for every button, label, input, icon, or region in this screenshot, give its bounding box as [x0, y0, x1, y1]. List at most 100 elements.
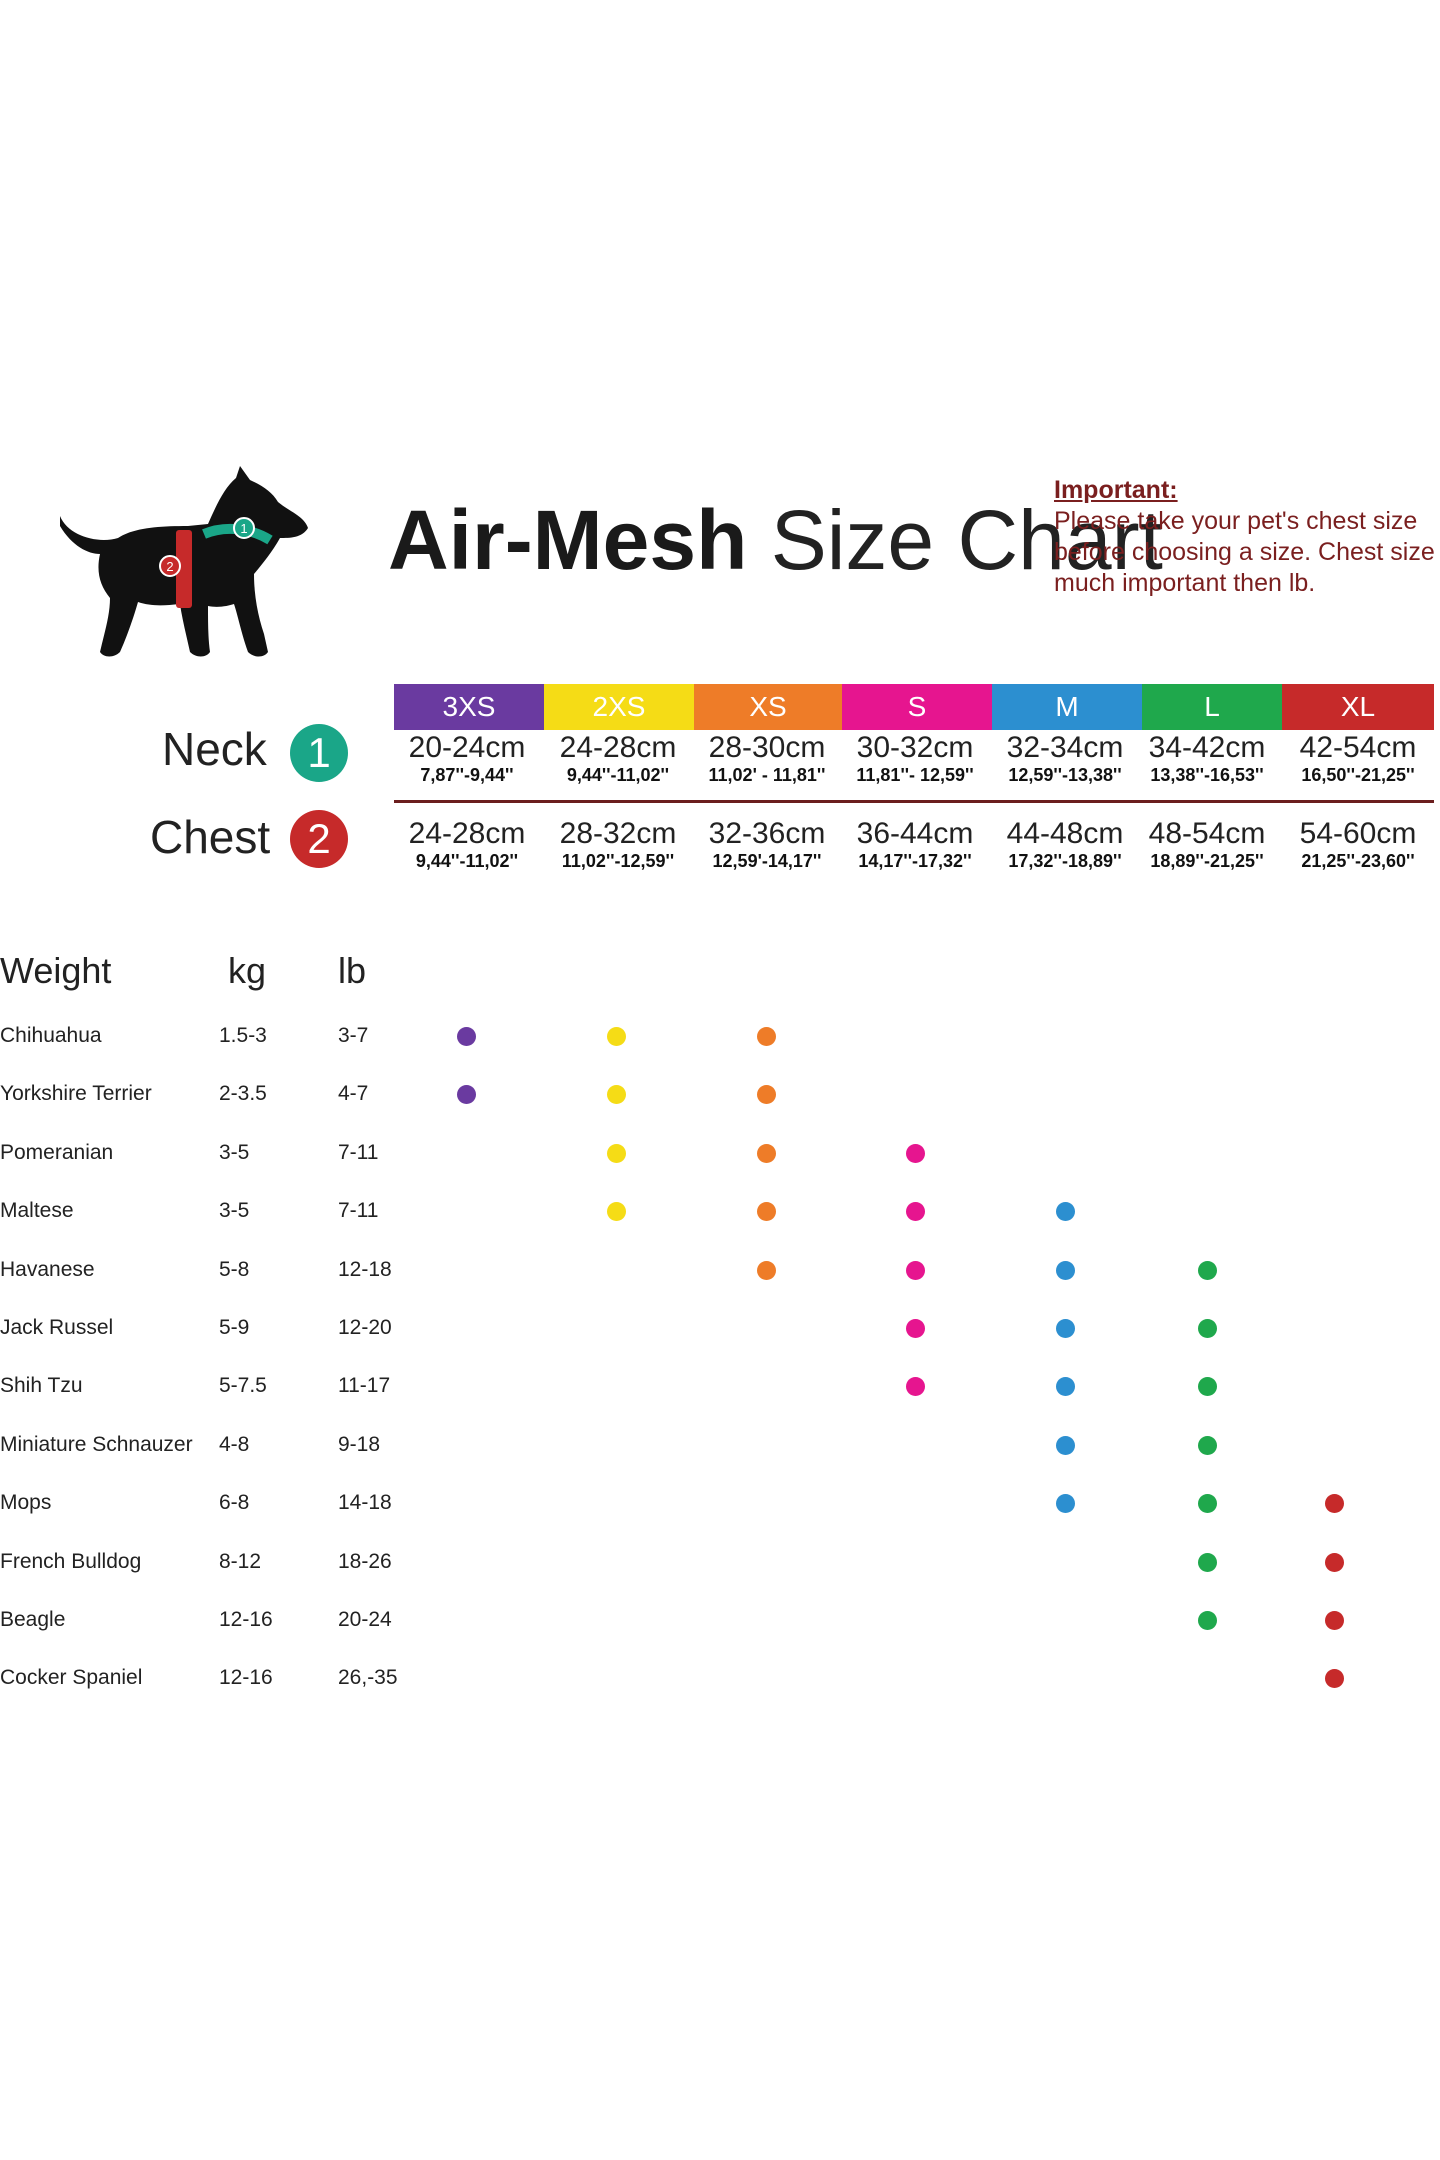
- breed-name: Pomeranian: [0, 1140, 114, 1164]
- neck-label: Neck: [162, 723, 267, 775]
- chest-inch-value: 17,32''-18,89'': [1008, 851, 1122, 871]
- size-fit-dot-l: [1197, 1494, 1217, 1514]
- size-fit-dot-2xs: [606, 1085, 626, 1105]
- breed-kg: 5-9: [219, 1316, 250, 1339]
- chest-inch-value: 11,02''-12,59'': [561, 851, 675, 871]
- breed-row: Miniature Schnauzer 4-8 9-18: [0, 1431, 1440, 1471]
- breed-row: Yorkshire Terrier 2-3.5 4-7: [0, 1080, 1440, 1120]
- chest-measurement-xs: 32-36cm 12,59'-14,17'': [692, 818, 842, 872]
- size-fit-dot-3xs: [456, 1085, 476, 1105]
- important-text: Please take your pet's chest size before…: [1054, 507, 1435, 597]
- neck-cm-value: 30-32cm: [856, 731, 974, 764]
- neck-measurement-2xs: 24-28cm 9,44''-11,02'': [543, 732, 693, 786]
- chest-measurement-2xs: 28-32cm 11,02''-12,59'': [543, 818, 693, 872]
- breed-lb: 7-11: [338, 1140, 379, 1164]
- size-fit-dot-m: [1055, 1377, 1075, 1397]
- neck-measurement-m: 32-34cm 12,59''-13,38'': [990, 732, 1140, 786]
- size-fit-dot-xs: [756, 1027, 776, 1046]
- chest-measurement-xl: 54-60cm 21,25''-23,60'': [1283, 818, 1433, 872]
- size-header-xs: XS: [694, 684, 842, 730]
- breed-name: Mops: [0, 1491, 52, 1515]
- size-fit-dot-s: [905, 1319, 925, 1338]
- size-header-xl: XL: [1282, 684, 1434, 730]
- neck-measurement-xl: 42-54cm 16,50''-21,25'': [1283, 732, 1433, 786]
- chest-inch-value: 18,89''-21,25'': [1150, 851, 1264, 871]
- breed-row: Maltese 3-5 7-11: [0, 1197, 1440, 1237]
- breed-kg: 12-16: [219, 1666, 273, 1690]
- chest-badge: 2: [290, 810, 348, 868]
- size-fit-dot-m: [1055, 1260, 1075, 1280]
- breed-name: Maltese: [0, 1199, 74, 1223]
- breed-name: Havanese: [0, 1257, 95, 1281]
- breed-lb: 11-17: [338, 1374, 391, 1398]
- neck-cm-value: 24-28cm: [559, 731, 677, 764]
- breed-lb: 4-7: [338, 1082, 369, 1106]
- size-fit-dot-l: [1197, 1435, 1217, 1455]
- breed-row: Jack Russel 5-9 12-20: [0, 1314, 1440, 1354]
- breed-name: Beagle: [0, 1608, 66, 1631]
- size-fit-dot-xl: [1324, 1669, 1344, 1689]
- chest-cm-value: 28-32cm: [559, 817, 677, 850]
- neck-inch-value: 11,02' - 11,81'': [708, 765, 826, 785]
- size-header-m: M: [992, 684, 1142, 730]
- title-light: Size Chart: [770, 493, 1163, 587]
- neck-inch-value: 9,44''-11,02'': [566, 765, 670, 785]
- size-fit-dot-m: [1055, 1435, 1075, 1455]
- kg-header: kg: [228, 950, 267, 991]
- chest-measurement-3xs: 24-28cm 9,44''-11,02'': [392, 818, 542, 872]
- breed-kg: 3-5: [219, 1140, 250, 1164]
- size-header-3xs: 3XS: [394, 684, 544, 730]
- size-fit-dot-s: [905, 1260, 925, 1280]
- breed-row: Beagle 12-16 20-24: [0, 1606, 1440, 1646]
- neck-measurement-xs: 28-30cm 11,02' - 11,81'': [692, 732, 842, 786]
- neck-measurement-l: 34-42cm 13,38''-16,53'': [1132, 732, 1282, 786]
- chest-marker-number: 2: [166, 559, 173, 574]
- breed-kg: 2-3.5: [219, 1082, 267, 1106]
- size-fit-dot-l: [1197, 1552, 1217, 1572]
- size-fit-dot-l: [1197, 1377, 1217, 1397]
- chest-inch-value: 9,44''-11,02'': [415, 851, 519, 871]
- size-fit-dot-xs: [756, 1143, 776, 1163]
- size-fit-dot-xl: [1324, 1552, 1344, 1572]
- neck-measurement-3xs: 20-24cm 7,87''-9,44'': [392, 732, 542, 786]
- breed-name: French Bulldog: [0, 1549, 142, 1573]
- breed-row: Pomeranian 3-5 7-11: [0, 1139, 1440, 1179]
- breed-lb: 14-18: [338, 1491, 392, 1515]
- neck-inch-value: 12,59''-13,38'': [1008, 765, 1122, 785]
- size-fit-dot-m: [1055, 1494, 1075, 1514]
- size-fit-dot-s: [905, 1143, 925, 1163]
- size-fit-dot-s: [905, 1202, 925, 1222]
- neck-badge: 1: [290, 724, 348, 782]
- size-fit-dot-xs: [756, 1202, 776, 1222]
- chest-cm-value: 54-60cm: [1299, 817, 1417, 850]
- size-fit-dot-2xs: [606, 1202, 626, 1222]
- size-fit-dot-2xs: [606, 1143, 626, 1163]
- breed-kg: 3-5: [219, 1199, 250, 1223]
- size-fit-dot-xs: [756, 1260, 776, 1280]
- breed-lb: 9-18: [338, 1432, 381, 1456]
- chest-inch-value: 14,17''-17,32'': [858, 851, 972, 871]
- breed-row: Shih Tzu 5-7.5 11-17: [0, 1372, 1440, 1412]
- neck-measurement-s: 30-32cm 11,81''- 12,59'': [840, 732, 990, 786]
- breed-kg: 1.5-3: [219, 1024, 267, 1047]
- neck-inch-value: 7,87''-9,44'': [420, 765, 514, 785]
- weight-header: Weight: [0, 950, 112, 991]
- chest-cm-value: 32-36cm: [708, 817, 826, 850]
- breed-lb: 26,-35: [338, 1666, 398, 1690]
- neck-cm-value: 32-34cm: [1006, 731, 1124, 764]
- chest-band: [176, 530, 192, 608]
- chest-marker: [159, 555, 181, 577]
- breed-kg: 6-8: [219, 1491, 250, 1515]
- neck-marker-number: 1: [240, 521, 247, 536]
- chest-cm-value: 24-28cm: [408, 817, 526, 850]
- page-title: Air-Mesh Size Chart: [388, 498, 1163, 582]
- breed-row: French Bulldog 8-12 18-26: [0, 1548, 1440, 1588]
- size-fit-dot-m: [1055, 1202, 1075, 1222]
- breed-kg: 12-16: [219, 1608, 273, 1631]
- lb-header: lb: [338, 950, 367, 991]
- breed-lb: 20-24: [338, 1608, 392, 1631]
- neck-cm-value: 34-42cm: [1148, 731, 1266, 764]
- size-header-row: 3XS 2XS XS S M L XL: [394, 684, 1434, 730]
- chest-cm-value: 36-44cm: [856, 817, 974, 850]
- chest-cm-value: 48-54cm: [1148, 817, 1266, 850]
